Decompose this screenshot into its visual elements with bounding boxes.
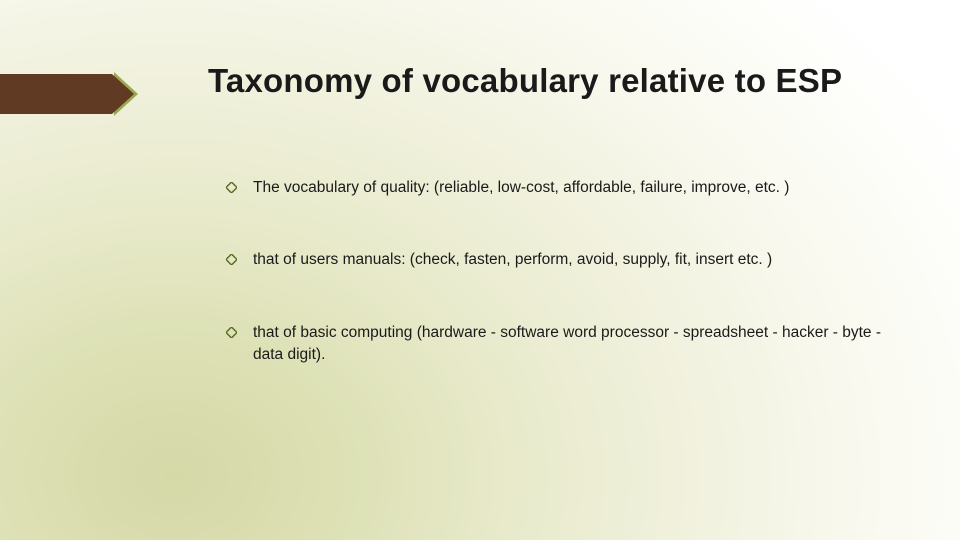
list-item: The vocabulary of quality: (reliable, lo…	[226, 177, 906, 199]
list-item-text: The vocabulary of quality: (reliable, lo…	[253, 177, 906, 199]
list-item: that of users manuals: (check, fasten, p…	[226, 249, 906, 271]
diamond-bullet-icon	[226, 254, 237, 265]
accent-bar	[0, 74, 112, 114]
list-item: that of basic computing (hardware - soft…	[226, 322, 906, 367]
bullet-list: The vocabulary of quality: (reliable, lo…	[226, 177, 906, 417]
diamond-bullet-icon	[226, 327, 237, 338]
list-item-text: that of users manuals: (check, fasten, p…	[253, 249, 906, 271]
slide-title: Taxonomy of vocabulary relative to ESP	[208, 62, 842, 100]
accent-arrow-head	[112, 74, 134, 114]
accent-arrow	[0, 74, 140, 114]
diamond-bullet-icon	[226, 182, 237, 193]
list-item-text: that of basic computing (hardware - soft…	[253, 322, 906, 367]
